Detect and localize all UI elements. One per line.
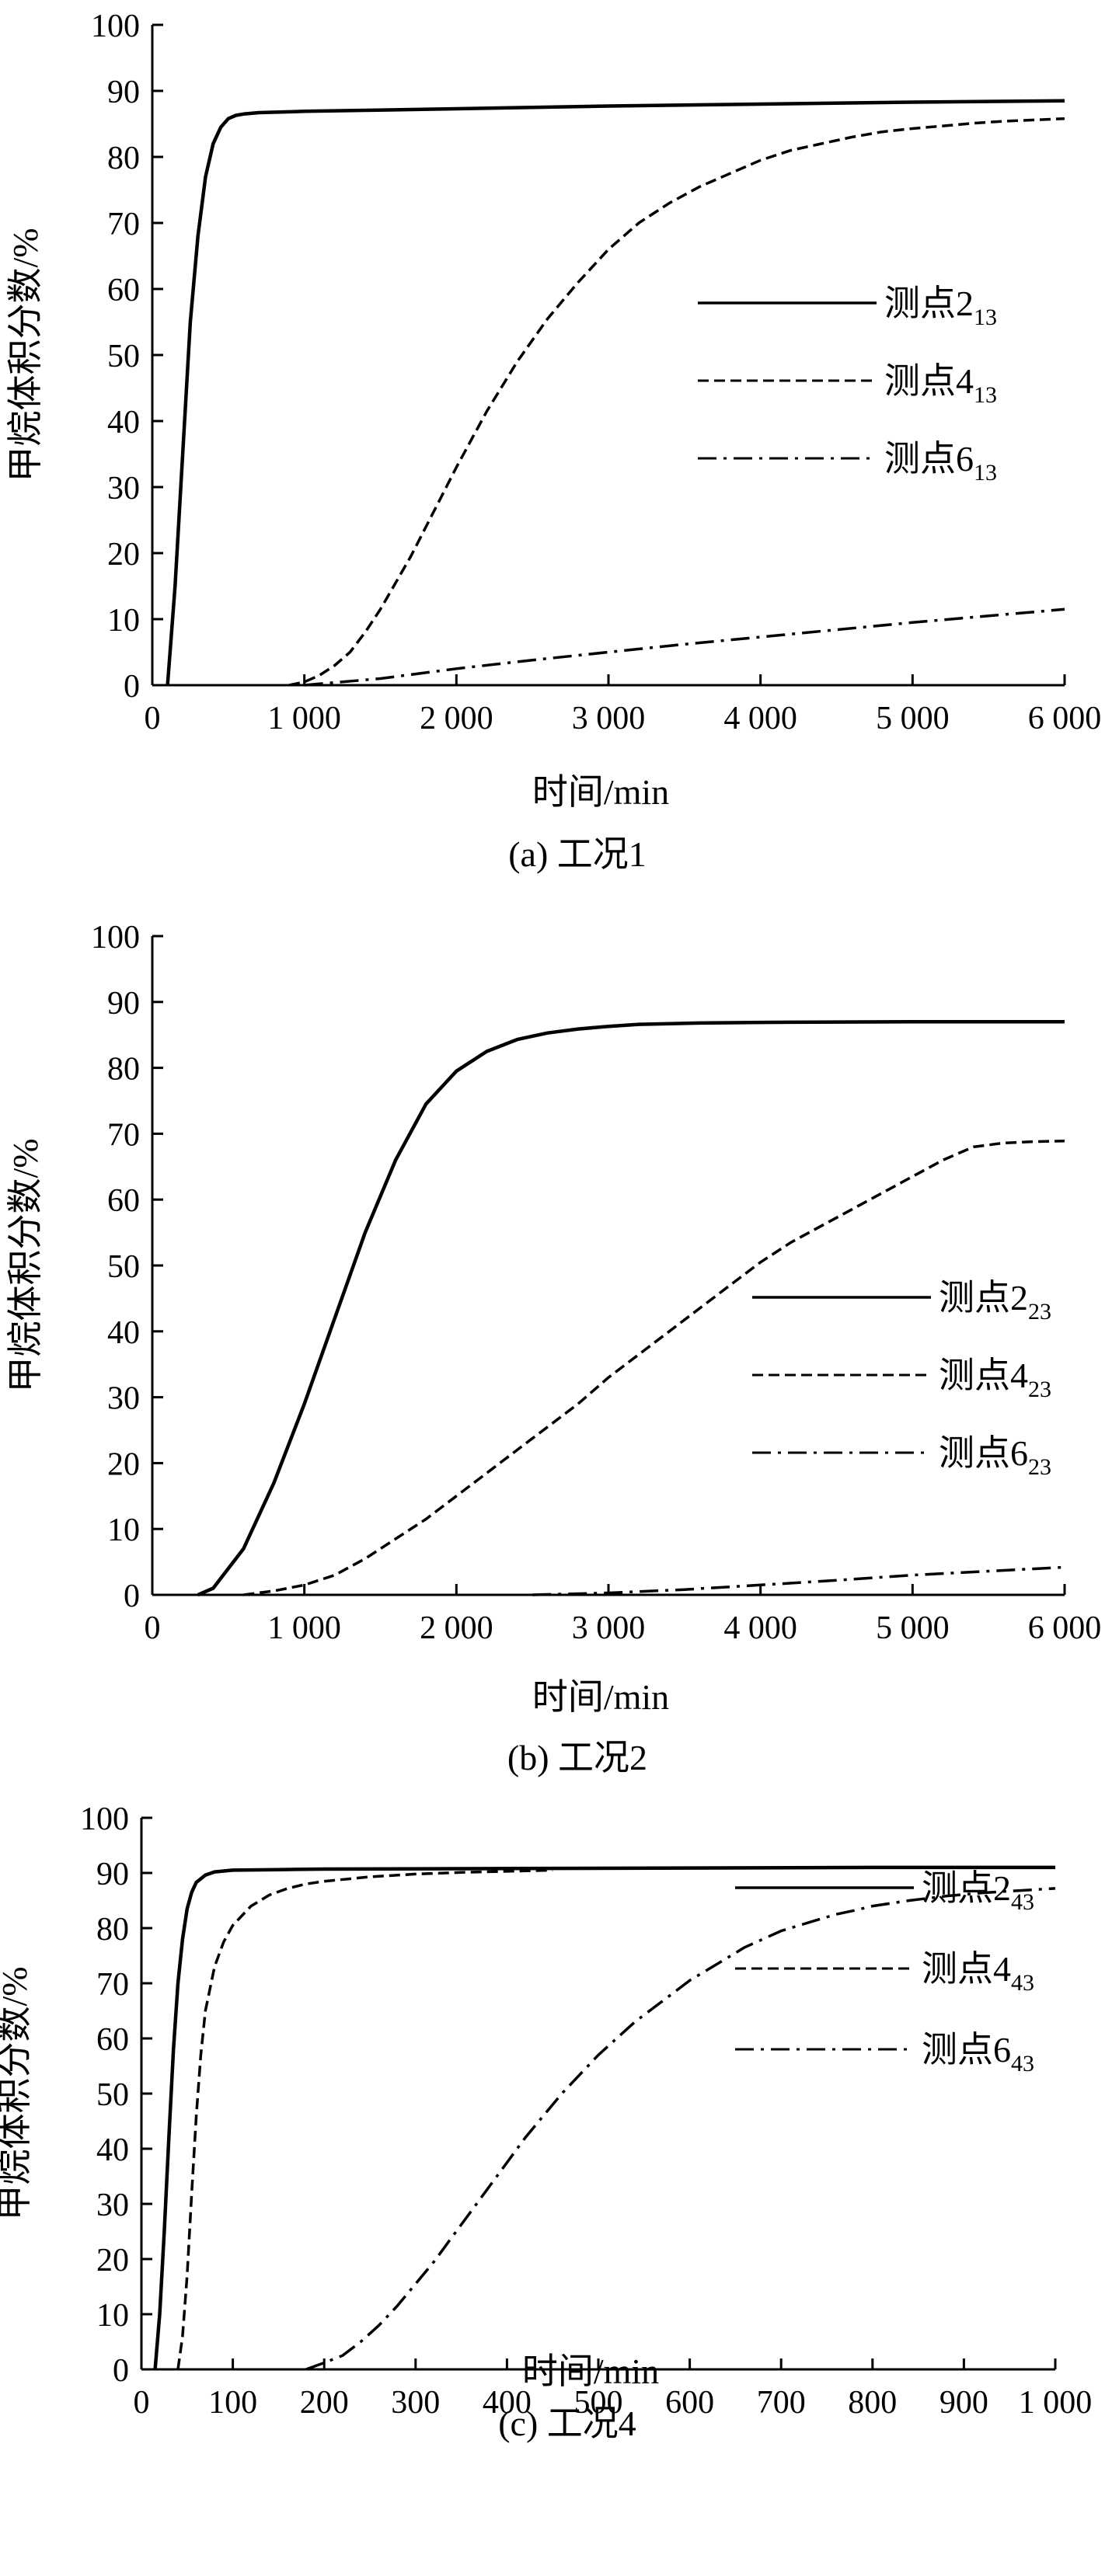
legend-label-2: 测点413 <box>884 361 997 408</box>
x-axis-label: 时间/min <box>532 772 669 812</box>
x-tick-label: 300 <box>391 2385 440 2421</box>
y-tick-label: 40 <box>96 2132 129 2168</box>
legend-label-2: 测点423 <box>939 1356 1051 1402</box>
x-axis-label: 时间/min <box>532 1677 669 1717</box>
y-tick-label: 50 <box>107 1249 140 1285</box>
chart-1: 0 10 20 30 40 50 60 70 80 90 100 0 1 000 2 000 3 000 4 … <box>5 9 1101 874</box>
y-tick-label: 60 <box>96 2022 129 2058</box>
y-tick-label: 60 <box>107 1183 140 1219</box>
x-tick-label: 400 <box>483 2385 532 2421</box>
y-tick-label: 50 <box>107 339 140 374</box>
x-tick-label: 200 <box>300 2385 349 2421</box>
series-line-3 <box>532 1565 1065 1596</box>
legend-label-3: 测点613 <box>884 439 997 486</box>
y-tick-label: 0 <box>124 1579 140 1614</box>
y-tick-label: 70 <box>107 1117 140 1153</box>
x-tick-label: 0 <box>145 701 161 736</box>
x-tick-label: 3 000 <box>572 1610 646 1646</box>
y-tick-label: 100 <box>91 9 140 44</box>
y-axis-label: 甲烷体积分数/% <box>5 1138 45 1392</box>
x-tick-label: 5 000 <box>876 701 950 736</box>
x-tick-label: 0 <box>145 1610 161 1646</box>
y-tick-label: 10 <box>107 603 140 639</box>
y-tick-label: 0 <box>113 2353 129 2389</box>
y-tick-label: 50 <box>96 2077 129 2113</box>
chart-2: 0 10 20 30 40 50 60 70 80 90 100 0 1 000 2 000 3 000 4 … <box>5 920 1101 1777</box>
series-line-2 <box>176 1868 553 2370</box>
y-tick-label: 70 <box>96 1967 129 2003</box>
legend-label-3: 测点623 <box>939 1433 1051 1480</box>
series-line-1 <box>166 99 1065 686</box>
x-tick-label: 100 <box>208 2385 257 2421</box>
y-tick-label: 60 <box>107 273 140 308</box>
x-tick-label: 600 <box>665 2385 714 2421</box>
y-tick-label: 30 <box>107 1381 140 1417</box>
y-tick-label: 90 <box>96 1857 129 1892</box>
series-line-1 <box>153 1865 1055 2370</box>
y-axis-label: 甲烷体积分数/% <box>5 228 45 482</box>
x-axis-label: 时间/min <box>522 2351 659 2391</box>
x-tick-label: 5 000 <box>876 1610 950 1646</box>
x-tick-label: 0 <box>134 2385 150 2421</box>
chart-caption: (a) 工况1 <box>508 834 647 874</box>
y-tick-label: 90 <box>107 75 140 110</box>
x-tick-label: 1 000 <box>267 701 341 736</box>
x-tick-label: 800 <box>848 2385 897 2421</box>
x-tick-label: 2 000 <box>420 701 493 736</box>
x-tick-label: 6 000 <box>1028 1610 1102 1646</box>
y-tick-label: 80 <box>96 1912 129 1948</box>
y-tick-label: 100 <box>91 920 140 956</box>
x-tick-label: 1 000 <box>1019 2385 1093 2421</box>
y-axis-label: 甲烷体积分数/% <box>0 1966 34 2220</box>
series-line-2 <box>288 117 1065 687</box>
legend-label-3: 测点643 <box>922 2030 1034 2076</box>
y-tick-label: 40 <box>107 405 140 440</box>
y-tick-label: 80 <box>107 141 140 176</box>
x-tick-label: 6 000 <box>1028 701 1102 736</box>
y-tick-label: 20 <box>107 1446 140 1482</box>
y-tick-label: 90 <box>107 986 140 1022</box>
chart-caption: (c) 工况4 <box>498 2404 636 2443</box>
legend-label-2: 测点443 <box>922 1949 1034 1996</box>
y-tick-label: 10 <box>107 1513 140 1548</box>
chart-3: 0 10 20 30 40 50 60 70 80 90 100 0 100 200 300 400 500 60… <box>0 1801 1092 2443</box>
x-tick-label: 3 000 <box>572 701 646 736</box>
series-line-3 <box>304 607 1065 687</box>
y-tick-label: 100 <box>80 1801 129 1837</box>
y-tick-label: 10 <box>96 2298 129 2334</box>
y-tick-label: 20 <box>107 537 140 573</box>
legend-label-1: 测点223 <box>939 1278 1051 1325</box>
x-tick-label: 700 <box>757 2385 806 2421</box>
y-tick-label: 20 <box>96 2243 129 2278</box>
series-line-3 <box>305 1887 1056 2371</box>
y-tick-label: 30 <box>107 471 140 506</box>
x-tick-label: 500 <box>574 2385 623 2421</box>
x-tick-label: 4 000 <box>723 1610 797 1646</box>
x-tick-label: 900 <box>939 2385 988 2421</box>
legend-label-1: 测点213 <box>884 284 997 330</box>
y-tick-label: 30 <box>96 2188 129 2223</box>
chart-caption: (b) 工况2 <box>507 1738 647 1777</box>
y-tick-label: 80 <box>107 1052 140 1088</box>
y-tick-label: 70 <box>107 207 140 242</box>
y-tick-label: 0 <box>124 669 140 705</box>
series-line-1 <box>197 1019 1065 1597</box>
y-tick-label: 40 <box>107 1315 140 1351</box>
x-tick-label: 2 000 <box>420 1610 493 1646</box>
x-tick-label: 4 000 <box>723 701 797 736</box>
x-tick-label: 1 000 <box>267 1610 341 1646</box>
